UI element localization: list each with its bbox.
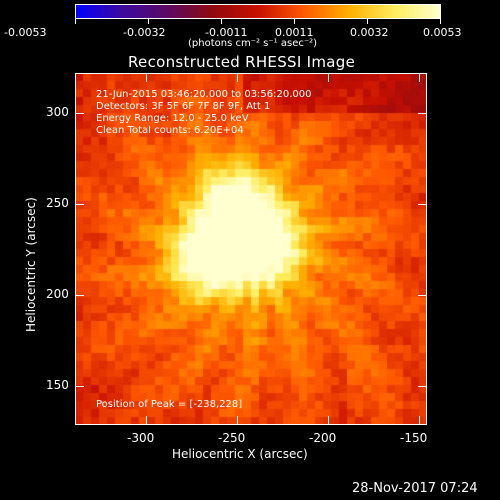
colorbar-tick-mark [367,19,368,24]
x-tick-mark-top [419,74,420,82]
time-range-annotation: 21-Jun-2015 03:46:20.000 to 03:56:20.000 [96,89,312,100]
image-title: Reconstructed RHESSI Image [128,53,356,71]
y-tick-mark [76,113,84,114]
plot-frame [75,73,427,425]
colorbar-tick-label: -0.0011 [205,26,248,39]
rhessi-image [75,73,427,425]
x-tick-label: -250 [218,431,246,445]
x-tick-mark [419,416,420,424]
colorbar-tick-mark [221,19,222,24]
x-tick-mark [237,416,238,424]
y-tick-mark-right [418,386,426,387]
colorbar-tick-mark [75,19,76,24]
colorbar-frame [75,4,441,19]
y-tick-mark-right [418,295,426,296]
x-tick-label: -200 [309,431,337,445]
y-tick-mark [76,295,84,296]
colorbar-tick-label: 0.0053 [423,26,462,39]
x-tick-mark-top [328,74,329,82]
y-tick-label: 250 [46,196,69,210]
colorbar-unit-label: (photons cm⁻² s⁻¹ asec⁻²) [188,38,318,49]
x-tick-mark [328,416,329,424]
colorbar-tick-label: -0.0053 [4,26,47,39]
colorbar-gradient [75,4,441,19]
y-tick-mark-right [418,204,426,205]
y-tick-mark-right [418,113,426,114]
colorbar-tick-label: 0.0011 [275,26,314,39]
colorbar-tick-mark [294,19,295,24]
y-tick-label: 150 [46,378,69,392]
x-tick-mark-top [237,74,238,82]
x-tick-label: -150 [400,431,428,445]
colorbar-tick-label: -0.0032 [123,26,166,39]
y-tick-mark [76,386,84,387]
detectors-annotation: Detectors: 3F 5F 6F 7F 8F 9F, Att 1 [96,101,271,112]
x-tick-label: -300 [127,431,155,445]
y-tick-label: 300 [46,105,69,119]
y-tick-label: 200 [46,287,69,301]
energy-annotation: Energy Range: 12.0 - 25.0 keV [96,113,249,124]
x-tick-mark [146,416,147,424]
x-axis-label: Heliocentric X (arcsec) [172,447,308,461]
y-tick-mark [76,204,84,205]
colorbar-tick-mark [148,19,149,24]
x-tick-mark-top [146,74,147,82]
timestamp: 28-Nov-2017 07:24 [352,481,478,496]
colorbar-tick-mark [440,19,441,24]
clean-annotation: Clean Total counts: 6.20E+04 [96,125,244,136]
y-axis-label: Heliocentric Y (arcsec) [24,197,38,332]
peak-position-annotation: Position of Peak = [-238,228] [96,399,243,410]
colorbar-tick-label: 0.0032 [350,26,389,39]
